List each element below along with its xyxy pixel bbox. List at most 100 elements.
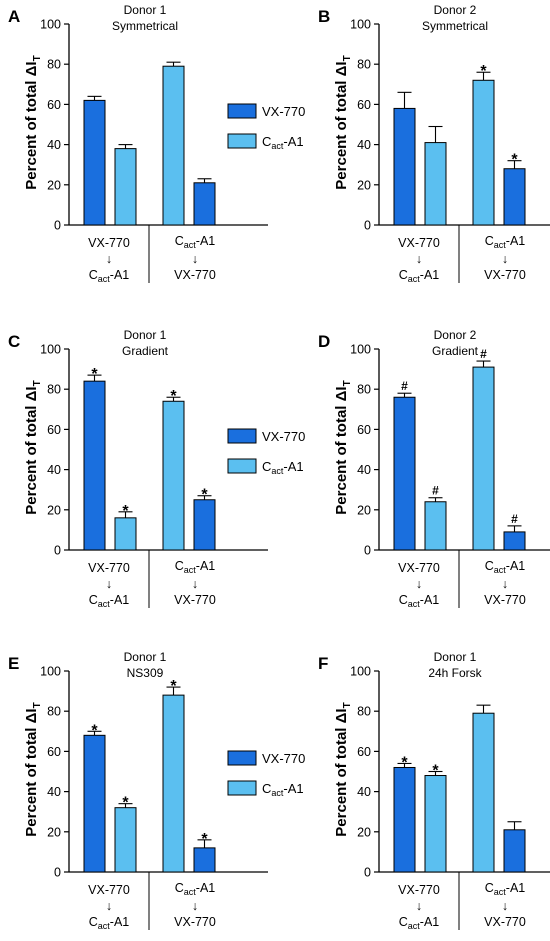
group1-label-line2: Cact-A1 (89, 593, 130, 609)
y-tick-label: 60 (357, 423, 371, 437)
bar (162, 65, 185, 226)
down-arrow-icon: ↓ (106, 899, 112, 913)
down-arrow-icon: ↓ (192, 252, 198, 266)
group2-label-line2: VX-770 (174, 268, 216, 282)
y-tick-label: 100 (350, 18, 371, 32)
bar (393, 766, 416, 873)
bar (472, 712, 495, 873)
panel-letter: E (8, 654, 19, 673)
bar (114, 807, 137, 873)
significance-marker: * (201, 487, 208, 504)
significance-marker: # (511, 512, 518, 526)
group1-label-line1: VX-770 (398, 561, 440, 575)
panel-title-line1: Donor 1 (434, 650, 477, 664)
bar (472, 366, 495, 551)
y-tick-label: 40 (357, 463, 371, 477)
group1-label-line2: Cact-A1 (399, 593, 440, 609)
significance-marker: * (170, 388, 177, 405)
bar (472, 79, 495, 226)
y-axis-label: Percent of total ΔIT (23, 55, 43, 189)
legend-swatch (227, 133, 257, 149)
group2-label-line1: Cact-A1 (175, 881, 216, 897)
y-tick-label: 60 (47, 423, 61, 437)
group2-label-line2: VX-770 (484, 915, 526, 929)
significance-marker: * (91, 722, 98, 739)
legend: VX-770 Cact-A1 (227, 428, 305, 476)
group1-label-line1: VX-770 (88, 883, 130, 897)
y-tick-label: 80 (47, 383, 61, 397)
y-tick-label: 20 (357, 503, 371, 517)
y-tick-label: 20 (357, 825, 371, 839)
panel-title-line2: NS309 (127, 666, 164, 680)
significance-marker: * (170, 678, 177, 695)
y-tick-label: 80 (47, 705, 61, 719)
bar (162, 400, 185, 551)
panel-title-line2: 24h Forsk (428, 666, 482, 680)
significance-marker: * (122, 795, 129, 812)
legend-label: VX-770 (262, 751, 305, 766)
legend-swatch (227, 458, 257, 474)
significance-marker: # (432, 484, 439, 498)
legend-label: Cact-A1 (262, 459, 304, 476)
y-tick-label: 40 (47, 463, 61, 477)
y-tick-label: 20 (47, 178, 61, 192)
y-tick-label: 40 (357, 785, 371, 799)
y-tick-label: 20 (357, 178, 371, 192)
y-tick-label: 0 (54, 866, 61, 880)
down-arrow-icon: ↓ (106, 252, 112, 266)
group2-label-line1: Cact-A1 (485, 881, 526, 897)
legend-label: Cact-A1 (262, 134, 304, 151)
bar (162, 694, 185, 873)
y-tick-label: 100 (40, 18, 61, 32)
y-tick-label: 0 (54, 544, 61, 558)
y-axis-label: Percent of total ΔIT (333, 55, 353, 189)
bar (393, 396, 416, 551)
significance-marker: * (201, 831, 208, 848)
down-arrow-icon: ↓ (106, 577, 112, 591)
down-arrow-icon: ↓ (416, 252, 422, 266)
panel-title-line2: Gradient (122, 344, 169, 358)
panel-title-line1: Donor 1 (124, 3, 167, 17)
bar (114, 148, 137, 226)
group2-label-line2: VX-770 (484, 593, 526, 607)
bar (424, 775, 447, 873)
y-tick-label: 80 (357, 383, 371, 397)
group2-label-line2: VX-770 (484, 268, 526, 282)
group1-label-line2: Cact-A1 (399, 268, 440, 284)
y-tick-label: 80 (357, 58, 371, 72)
panel-title-line1: Donor 1 (124, 650, 167, 664)
panel-d: D Donor 2 Gradient Percent of total ΔIT 0 20 4… (318, 328, 550, 609)
group2-label-line2: VX-770 (174, 915, 216, 929)
y-axis-label: Percent of total ΔIT (333, 380, 353, 514)
legend-swatch (227, 750, 257, 766)
y-tick-label: 100 (40, 343, 61, 357)
significance-marker: * (122, 503, 129, 520)
group1-label-line1: VX-770 (88, 236, 130, 250)
y-tick-label: 100 (350, 665, 371, 679)
panel-letter: F (318, 654, 328, 673)
bar (503, 531, 526, 551)
y-tick-label: 60 (47, 98, 61, 112)
significance-marker: * (511, 152, 518, 169)
significance-marker: * (480, 63, 487, 80)
legend-label: VX-770 (262, 429, 305, 444)
legend-label: VX-770 (262, 104, 305, 119)
legend-swatch (227, 103, 257, 119)
panel-letter: C (8, 332, 20, 351)
panel-c: C Donor 1 Gradient Percent of total ΔIT 0 20 4… (8, 328, 305, 609)
bar (424, 142, 447, 226)
group2-label-line1: Cact-A1 (485, 559, 526, 575)
bar (193, 182, 216, 226)
bar (193, 499, 216, 551)
panel-title-line2: Gradient (432, 344, 479, 358)
y-tick-label: 100 (350, 343, 371, 357)
bar (424, 501, 447, 551)
panel-title-line1: Donor 2 (434, 3, 477, 17)
down-arrow-icon: ↓ (192, 899, 198, 913)
y-tick-label: 60 (357, 98, 371, 112)
y-tick-label: 60 (47, 745, 61, 759)
y-axis-label: Percent of total ΔIT (23, 380, 43, 514)
bar (114, 517, 137, 551)
panel-f: F Donor 1 24h Forsk Percent of total ΔIT 0 20… (318, 650, 550, 931)
